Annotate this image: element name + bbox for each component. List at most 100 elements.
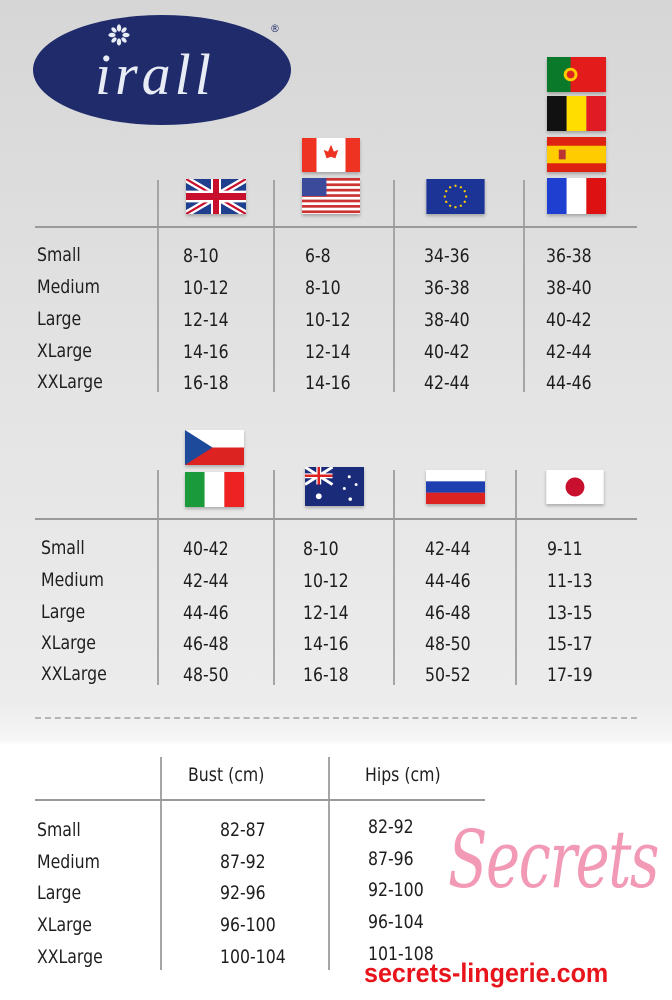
- size-value: 14-16: [183, 341, 229, 363]
- hips-value: 87-96: [368, 848, 414, 870]
- size-label: XXLarge: [41, 663, 107, 685]
- size-value: 36-38: [546, 245, 592, 267]
- bust-value: 100-104: [220, 946, 286, 968]
- size-value: 36-38: [424, 277, 470, 299]
- canada-flag-icon: [302, 138, 360, 172]
- size-value: 16-18: [303, 664, 349, 686]
- header-divider: [35, 226, 637, 228]
- japan-flag-icon: [546, 470, 604, 504]
- size-value: 8-10: [303, 538, 339, 560]
- dashed-divider: [35, 717, 637, 719]
- size-value: 38-40: [546, 277, 592, 299]
- column-divider: [515, 470, 517, 685]
- size-value: 34-36: [424, 245, 470, 267]
- size-value: 46-48: [425, 602, 471, 624]
- bust-value: 82-87: [220, 819, 266, 841]
- size-label: Large: [37, 882, 82, 904]
- size-value: 44-46: [546, 372, 592, 394]
- size-value: 50-52: [425, 664, 471, 686]
- size-label: Large: [41, 601, 86, 623]
- portugal-flag-icon: [547, 57, 606, 92]
- size-label: XLarge: [37, 340, 92, 362]
- size-value: 40-42: [183, 538, 229, 560]
- size-value: 42-44: [425, 538, 471, 560]
- size-value: 8-10: [183, 245, 219, 267]
- watermark-script: Secrets: [448, 813, 659, 906]
- hips-value: 101-108: [368, 943, 434, 965]
- size-value: 42-44: [183, 570, 229, 592]
- size-value: 8-10: [305, 277, 341, 299]
- logo-text: irall: [95, 42, 215, 107]
- size-value: 16-18: [183, 372, 229, 394]
- size-value: 13-15: [547, 602, 593, 624]
- bust-value: 96-100: [220, 914, 276, 936]
- size-value: 12-14: [305, 341, 351, 363]
- spain-flag-icon: [547, 137, 606, 172]
- australia-flag-icon: [305, 467, 364, 506]
- size-value: 42-44: [424, 372, 470, 394]
- size-label: Medium: [37, 276, 100, 298]
- size-value: 48-50: [425, 633, 471, 655]
- column-divider: [157, 470, 159, 685]
- hips-value: 92-100: [368, 879, 424, 901]
- size-value: 12-14: [303, 602, 349, 624]
- size-value: 46-48: [183, 633, 229, 655]
- size-value: 10-12: [305, 309, 351, 331]
- size-label: XLarge: [37, 914, 92, 936]
- size-value: 17-19: [547, 664, 593, 686]
- column-divider: [160, 757, 162, 970]
- size-label: XXLarge: [37, 371, 103, 393]
- hips-value: 82-92: [368, 816, 414, 838]
- column-divider: [273, 180, 275, 392]
- uk-flag-icon: [186, 179, 246, 214]
- hips-value: 96-104: [368, 911, 424, 933]
- bust-header: Bust (cm): [188, 764, 265, 786]
- czech-flag-icon: [185, 430, 244, 465]
- france-flag-icon: [547, 178, 606, 214]
- size-value: 12-14: [183, 309, 229, 331]
- column-divider: [393, 470, 395, 685]
- hips-header: Hips (cm): [365, 764, 441, 786]
- eu-flag-icon: [426, 179, 485, 214]
- size-value: 9-11: [547, 538, 583, 560]
- usa-flag-icon: [302, 178, 360, 214]
- size-label: Small: [37, 819, 81, 841]
- size-value: 14-16: [303, 633, 349, 655]
- size-value: 40-42: [546, 309, 592, 331]
- column-divider: [523, 180, 525, 392]
- bust-value: 87-92: [220, 851, 266, 873]
- column-divider: [328, 757, 330, 970]
- bust-value: 92-96: [220, 882, 266, 904]
- size-label: Small: [41, 537, 85, 559]
- size-label: Medium: [37, 851, 100, 873]
- header-divider: [35, 518, 637, 520]
- column-divider: [393, 180, 395, 392]
- size-label: Large: [37, 308, 82, 330]
- flower-icon: [108, 24, 130, 46]
- size-value: 15-17: [547, 633, 593, 655]
- size-value: 44-46: [425, 570, 471, 592]
- size-value: 10-12: [303, 570, 349, 592]
- size-value: 48-50: [183, 664, 229, 686]
- column-divider: [273, 470, 275, 685]
- size-value: 44-46: [183, 602, 229, 624]
- size-label: XLarge: [41, 632, 96, 654]
- size-label: Small: [37, 244, 81, 266]
- size-value: 42-44: [546, 341, 592, 363]
- column-divider: [157, 180, 159, 392]
- size-value: 11-13: [547, 570, 593, 592]
- header-divider: [35, 799, 485, 801]
- size-label: XXLarge: [37, 946, 103, 968]
- size-value: 40-42: [424, 341, 470, 363]
- size-label: Medium: [41, 569, 104, 591]
- belgium-flag-icon: [547, 96, 606, 131]
- irall-logo: [33, 15, 291, 125]
- size-value: 10-12: [183, 277, 229, 299]
- size-value: 38-40: [424, 309, 470, 331]
- registered-mark: ®: [270, 22, 280, 35]
- size-value: 14-16: [305, 372, 351, 394]
- watermark-url: secrets-lingerie.com: [364, 958, 609, 988]
- italy-flag-icon: [185, 472, 244, 507]
- russia-flag-icon: [426, 470, 485, 504]
- size-value: 6-8: [305, 245, 331, 267]
